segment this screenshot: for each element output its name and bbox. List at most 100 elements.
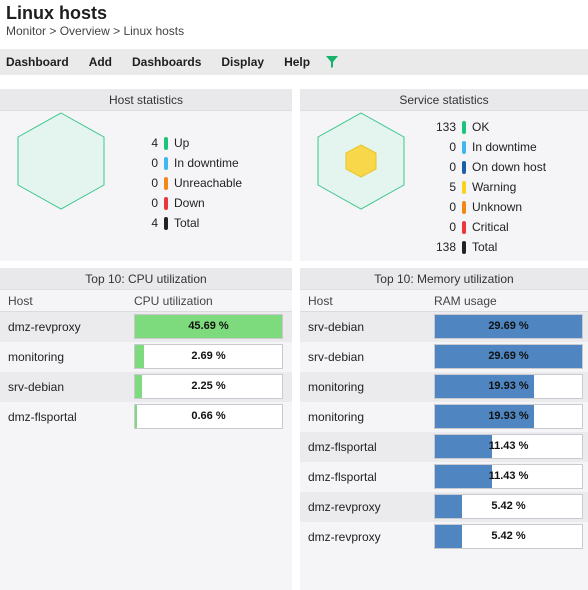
service-stat-downtime[interactable]: 0 In downtime <box>426 137 546 157</box>
host-name[interactable]: srv-debian <box>8 380 65 394</box>
host-hexagon[interactable] <box>16 111 106 224</box>
table-row[interactable]: srv-debian 29.69 % <box>300 312 588 342</box>
status-dot <box>164 216 168 230</box>
column-header-cpu[interactable]: CPU utilization <box>134 293 213 308</box>
status-dot <box>462 200 466 214</box>
column-header-host[interactable]: Host <box>308 293 333 308</box>
menu-dashboard[interactable]: Dashboard <box>6 55 69 69</box>
cpu-utilization-title: Top 10: CPU utilization <box>0 268 292 290</box>
utilization-bar: 19.93 % <box>434 404 583 429</box>
stat-count: 4 <box>151 216 158 230</box>
menu-help[interactable]: Help <box>284 55 311 69</box>
host-stat-unreachable[interactable]: 0 Unreachable <box>146 173 242 193</box>
table-row[interactable]: dmz-revproxy 5.42 % <box>300 492 588 522</box>
stat-count: 0 <box>151 176 158 190</box>
menu-bar: Dashboard Add Dashboards Display Help <box>0 49 588 75</box>
column-header-host[interactable]: Host <box>8 293 33 308</box>
utilization-bar-fill <box>435 525 462 548</box>
utilization-bar: 45.69 % <box>134 314 283 339</box>
host-name[interactable]: dmz-flsportal <box>8 410 77 424</box>
utilization-bar: 19.93 % <box>434 374 583 399</box>
status-dot <box>462 120 466 134</box>
stat-count: 5 <box>449 180 456 194</box>
stat-label: Up <box>174 136 190 150</box>
stat-label: Unreachable <box>174 176 243 190</box>
host-stat-down[interactable]: 0 Down <box>146 193 242 213</box>
stat-label: Warning <box>472 180 517 194</box>
filter-icon[interactable] <box>326 56 339 68</box>
utilization-value: 2.69 % <box>191 350 226 362</box>
utilization-bar: 11.43 % <box>434 434 583 459</box>
memory-table-header: Host RAM usage <box>300 290 588 312</box>
table-row[interactable]: srv-debian 29.69 % <box>300 342 588 372</box>
table-row[interactable]: dmz-flsportal 11.43 % <box>300 462 588 492</box>
cpu-table-body: dmz-revproxy 45.69 % monitoring 2.69 % srv-d… <box>0 312 292 432</box>
host-name[interactable]: dmz-flsportal <box>308 440 377 454</box>
host-stat-total[interactable]: 4 Total <box>146 213 242 233</box>
stat-label: In downtime <box>174 156 239 170</box>
column-header-ram[interactable]: RAM usage <box>434 293 497 308</box>
service-stat-total[interactable]: 138 Total <box>426 237 546 257</box>
host-name[interactable]: srv-debian <box>308 320 365 334</box>
utilization-bar: 5.42 % <box>434 524 583 549</box>
host-name[interactable]: dmz-revproxy <box>308 500 381 514</box>
breadcrumb-linux-hosts[interactable]: Linux hosts <box>123 24 185 38</box>
stat-count: 133 <box>435 120 456 134</box>
cpu-table-header: Host CPU utilization <box>0 290 292 312</box>
table-row[interactable]: srv-debian 2.25 % <box>0 372 292 402</box>
host-name[interactable]: monitoring <box>8 350 65 364</box>
utilization-value: 19.93 % <box>488 410 529 422</box>
host-name[interactable]: dmz-revproxy <box>8 320 81 334</box>
table-row[interactable]: dmz-revproxy 5.42 % <box>300 522 588 552</box>
utilization-value: 45.69 % <box>188 320 229 332</box>
table-row[interactable]: monitoring 2.69 % <box>0 342 292 372</box>
service-stat-warning[interactable]: 5 Warning <box>426 177 546 197</box>
breadcrumb-monitor[interactable]: Monitor <box>6 24 47 38</box>
table-row[interactable]: dmz-flsportal 11.43 % <box>300 432 588 462</box>
stat-count: 0 <box>151 196 158 210</box>
service-stat-unknown[interactable]: 0 Unknown <box>426 197 546 217</box>
table-row[interactable]: dmz-revproxy 45.69 % <box>0 312 292 342</box>
status-dot <box>462 140 466 154</box>
utilization-bar-fill <box>135 405 138 428</box>
service-stat-down-host[interactable]: 0 On down host <box>426 157 546 177</box>
status-dot <box>164 156 168 170</box>
page-title: Linux hosts <box>6 3 108 23</box>
status-dot <box>462 220 466 234</box>
host-name[interactable]: srv-debian <box>308 350 365 364</box>
utilization-value: 19.93 % <box>488 380 529 392</box>
utilization-bar: 2.25 % <box>134 374 283 399</box>
service-statistics-title: Service statistics <box>300 89 588 111</box>
memory-table-body: srv-debian 29.69 % srv-debian 29.69 % monito… <box>300 312 588 552</box>
stat-label: Down <box>174 196 205 210</box>
utilization-bar: 29.69 % <box>434 344 583 369</box>
host-name[interactable]: dmz-flsportal <box>308 470 377 484</box>
stat-count: 0 <box>449 160 456 174</box>
menu-add[interactable]: Add <box>88 55 113 69</box>
utilization-bar-fill <box>435 345 582 368</box>
status-dot <box>164 196 168 210</box>
memory-utilization-title: Top 10: Memory utilization <box>300 268 588 290</box>
utilization-bar-fill <box>435 495 462 518</box>
menu-display[interactable]: Display <box>221 55 265 69</box>
service-hexagon[interactable] <box>316 111 406 224</box>
host-statistics-title: Host statistics <box>0 89 292 111</box>
utilization-bar: 2.69 % <box>134 344 283 369</box>
table-row[interactable]: monitoring 19.93 % <box>300 372 588 402</box>
menu-dashboards[interactable]: Dashboards <box>132 55 202 69</box>
host-stat-downtime[interactable]: 0 In downtime <box>146 153 242 173</box>
service-stat-critical[interactable]: 0 Critical <box>426 217 546 237</box>
breadcrumb-separator: > <box>49 24 57 38</box>
host-stat-up[interactable]: 4 Up <box>146 133 242 153</box>
utilization-bar: 29.69 % <box>434 314 583 339</box>
utilization-bar-fill <box>135 345 144 368</box>
breadcrumb-overview[interactable]: Overview <box>59 24 110 38</box>
utilization-value: 11.43 % <box>488 440 529 452</box>
table-row[interactable]: dmz-flsportal 0.66 % <box>0 402 292 432</box>
host-name[interactable]: dmz-revproxy <box>308 530 381 544</box>
host-name[interactable]: monitoring <box>308 380 365 394</box>
host-name[interactable]: monitoring <box>308 410 365 424</box>
table-row[interactable]: monitoring 19.93 % <box>300 402 588 432</box>
service-stat-ok[interactable]: 133 OK <box>426 117 546 137</box>
stat-count: 0 <box>449 200 456 214</box>
